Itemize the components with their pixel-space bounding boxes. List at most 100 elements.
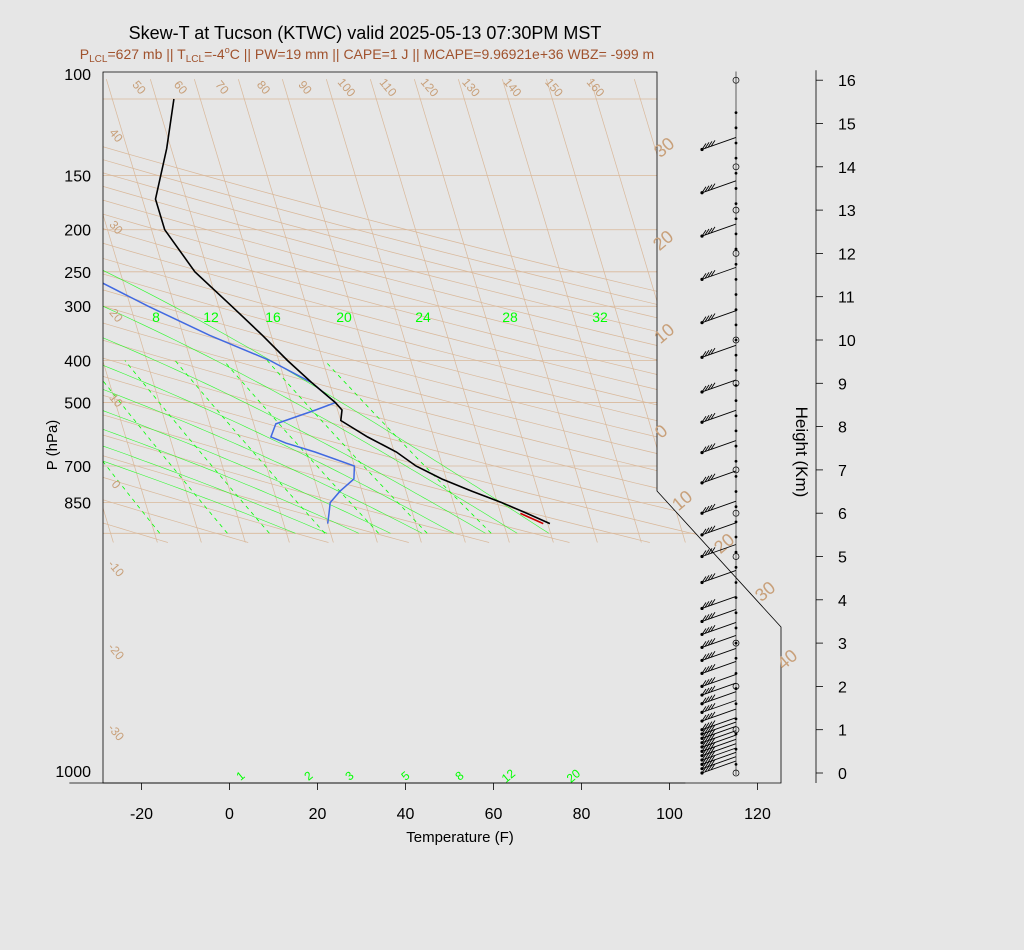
y-axis-title: P (hPa) bbox=[44, 420, 61, 471]
wind-barb bbox=[700, 137, 737, 152]
isotherm-line bbox=[370, 79, 510, 543]
dry-adiabat bbox=[103, 107, 731, 543]
wind-barb-shaft bbox=[701, 743, 737, 757]
wind-barb-feather bbox=[707, 314, 713, 321]
height-dot-marker bbox=[734, 626, 738, 630]
height-dot-marker bbox=[734, 490, 738, 493]
wind-barb-shaft bbox=[701, 379, 737, 393]
wind-barb-feather bbox=[707, 526, 713, 533]
wind-barb-feather bbox=[707, 665, 713, 672]
x-axis-title: Temperature (F) bbox=[406, 829, 514, 846]
wind-barb-shaft bbox=[701, 751, 737, 765]
chart-title: Skew-T at Tucson (KTWC) valid 2025-05-13… bbox=[129, 23, 602, 43]
isotherm-line bbox=[150, 79, 290, 543]
x-tick-label: 0 bbox=[225, 806, 234, 823]
height-dot-marker bbox=[734, 126, 738, 130]
wind-barb-feather bbox=[710, 625, 716, 632]
dry-adiabat bbox=[103, 107, 781, 543]
dry-adiabat bbox=[103, 107, 781, 543]
wind-barb bbox=[700, 180, 737, 195]
isotherm-top-label: 100 bbox=[335, 75, 359, 100]
height-dot-marker bbox=[734, 444, 738, 448]
wind-barb-dot bbox=[700, 754, 704, 758]
height-ring-marker bbox=[732, 336, 740, 344]
wind-barb-shaft bbox=[701, 609, 737, 622]
wind-barb-dot bbox=[700, 554, 704, 559]
height-tick-label: 15 bbox=[838, 117, 856, 134]
wind-barb-dot bbox=[700, 606, 704, 611]
height-dot-marker bbox=[734, 308, 738, 312]
height-tick-label: 9 bbox=[838, 376, 847, 393]
wind-barb-feather bbox=[707, 474, 713, 482]
x-tick-label: 60 bbox=[485, 806, 503, 823]
dry-adiabat bbox=[103, 107, 650, 543]
wind-barb-dot bbox=[700, 728, 704, 732]
wind-barb-dot bbox=[700, 684, 704, 689]
wind-barb-shaft bbox=[701, 756, 737, 770]
isotherm-right-label: 10 bbox=[650, 319, 678, 347]
wind-barb-feather bbox=[707, 764, 713, 772]
wind-barb-shaft bbox=[701, 635, 737, 648]
wind-barb-feather bbox=[707, 704, 713, 711]
dry-adiabat bbox=[103, 107, 781, 543]
wind-barb-shaft bbox=[701, 500, 737, 514]
wind-barb-feather bbox=[704, 640, 710, 647]
x-tick-label: 20 bbox=[309, 806, 327, 823]
isotherm-left-label: 10 bbox=[106, 391, 126, 410]
mixing-ratio-line bbox=[174, 360, 326, 534]
height-tick-label: 16 bbox=[838, 73, 856, 90]
height-dot-marker bbox=[734, 202, 738, 206]
height-dot-marker bbox=[734, 156, 738, 160]
wind-barb-feather bbox=[710, 443, 716, 450]
wind-barb-feather bbox=[704, 726, 710, 734]
height-ring-marker bbox=[732, 769, 740, 777]
wind-barb bbox=[700, 699, 737, 714]
mixing-ratio-top-label: 28 bbox=[502, 309, 518, 325]
dry-adiabat bbox=[0, 108, 7, 542]
height-dot-marker bbox=[734, 656, 738, 660]
wind-barb-shaft bbox=[701, 691, 737, 705]
height-tick-label: 12 bbox=[838, 246, 856, 263]
wind-barb-dot bbox=[700, 749, 704, 753]
dry-adiabat bbox=[103, 107, 781, 543]
height-tick-label: 14 bbox=[838, 160, 856, 177]
wind-barb-shaft bbox=[701, 682, 737, 696]
wind-barb-feather bbox=[707, 695, 713, 702]
wind-barb-feather bbox=[704, 627, 710, 634]
wind-barb-feather bbox=[707, 738, 713, 746]
wind-barb bbox=[700, 440, 737, 455]
wind-barb bbox=[700, 660, 737, 676]
height-dot-marker bbox=[734, 111, 738, 115]
height-dot-marker bbox=[734, 277, 738, 281]
mixing-ratio-line bbox=[266, 360, 428, 534]
wind-barb-shaft bbox=[701, 440, 737, 454]
wind-barb-shaft bbox=[701, 725, 737, 739]
axes-layer: -20 0 20 40 60 80 100 1201001502002503004005007… bbox=[55, 67, 855, 823]
height-tick-label: 3 bbox=[838, 636, 847, 653]
height-axis-title: Height (Km) bbox=[792, 407, 811, 498]
wind-barb-dot bbox=[700, 702, 704, 706]
parcel-line bbox=[520, 512, 544, 525]
wind-barb-feather bbox=[707, 548, 713, 555]
pressure-tick-label: 400 bbox=[64, 353, 91, 370]
wind-barb-dot bbox=[700, 732, 704, 736]
dry-adiabat bbox=[103, 107, 329, 543]
wind-barb-dot bbox=[700, 321, 704, 325]
wind-barb-dot bbox=[700, 355, 704, 359]
wind-barb-feather bbox=[707, 348, 713, 356]
pressure-tick-label: 100 bbox=[64, 67, 91, 84]
height-tick-label: 1 bbox=[838, 723, 847, 740]
wind-barb-feather bbox=[704, 527, 710, 535]
height-tick-label: 8 bbox=[838, 420, 847, 437]
x-tick-label: 120 bbox=[744, 806, 771, 823]
wind-barb-feather bbox=[704, 752, 710, 760]
pressure-tick-label: 500 bbox=[64, 396, 91, 413]
height-tick-label: 11 bbox=[838, 290, 855, 307]
wind-barb-dot bbox=[700, 234, 704, 238]
isotherm-line bbox=[103, 79, 202, 543]
wind-barb bbox=[700, 743, 737, 758]
height-tick-label: 7 bbox=[838, 463, 847, 480]
moist-adiabat bbox=[103, 229, 328, 534]
x-tick-label: 100 bbox=[656, 806, 683, 823]
